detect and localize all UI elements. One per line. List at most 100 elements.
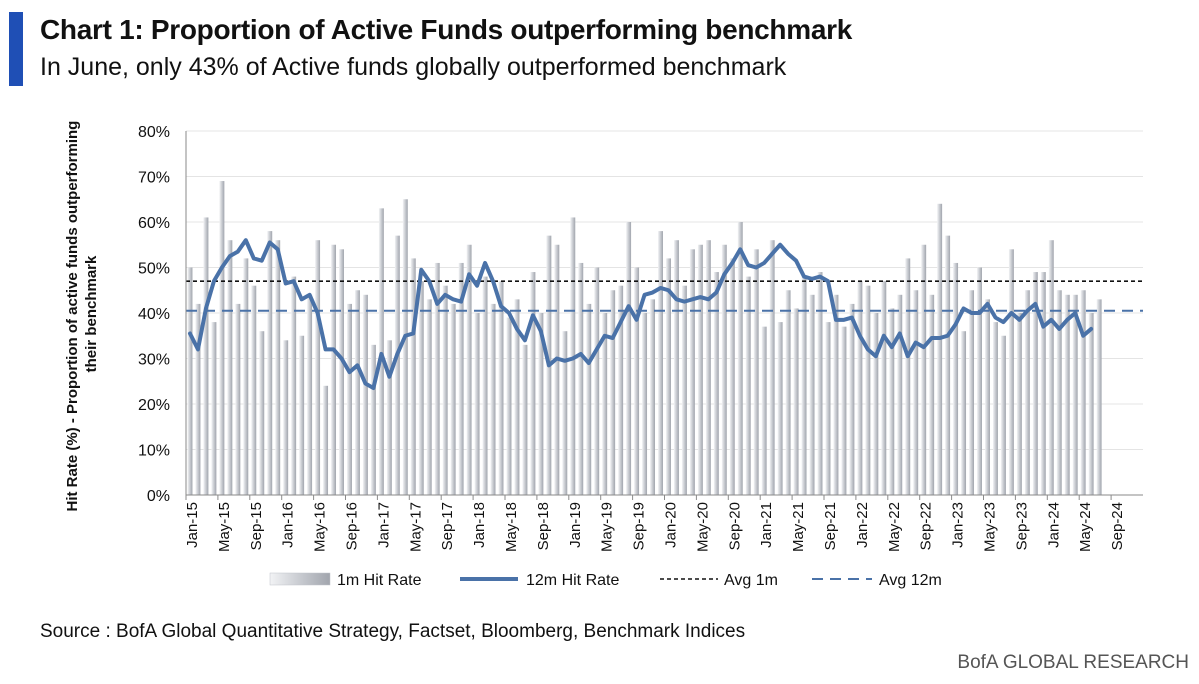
bar-1m-hit-rate [490, 303, 496, 495]
x-tick-label: Jan-16 [280, 502, 297, 548]
bar-1m-hit-rate [681, 285, 687, 495]
bar-1m-hit-rate [705, 240, 711, 495]
bar-1m-hit-rate [498, 281, 504, 495]
bar-1m-hit-rate [402, 199, 408, 495]
y-axis-label: Hit Rate (%) - Proportion of active fund… [64, 117, 100, 512]
bar-1m-hit-rate [737, 222, 743, 495]
bar-1m-hit-rate [235, 303, 241, 495]
bar-1m-hit-rate [1000, 335, 1006, 495]
bar-1m-hit-rate [849, 303, 855, 495]
bar-1m-hit-rate [889, 308, 895, 495]
bar-1m-hit-rate [753, 249, 759, 495]
legend-swatch-1m [269, 572, 331, 586]
bar-1m-hit-rate [394, 235, 400, 495]
bar-1m-hit-rate [1056, 290, 1062, 495]
bar-1m-hit-rate [793, 308, 799, 495]
y-tick-label: 30% [138, 352, 170, 369]
bar-1m-hit-rate [985, 299, 990, 495]
bar-1m-hit-rate [745, 276, 751, 495]
x-tick-label: Sep-22 [918, 502, 935, 550]
bar-1m-hit-rate [283, 340, 289, 495]
bar-1m-hit-rate [634, 267, 640, 495]
bar-1m-hit-rate [642, 313, 648, 495]
bar-1m-hit-rate [673, 240, 679, 495]
bar-1m-hit-rate [506, 317, 512, 495]
bar-1m-hit-rate [538, 313, 544, 495]
bar-1m-hit-rate [650, 299, 656, 495]
x-tick-label: Jan-17 [375, 502, 392, 548]
bar-1m-hit-rate [339, 249, 344, 495]
bar-1m-hit-rate [729, 258, 735, 495]
x-tick-label: Sep-19 [631, 502, 648, 550]
bar-1m-hit-rate [929, 294, 935, 495]
bar-1m-hit-rate [442, 285, 448, 495]
bar-1m-hit-rate [1080, 290, 1086, 495]
bar-1m-hit-rate [785, 290, 791, 495]
bar-1m-hit-rate [362, 294, 368, 495]
bar-1m-hit-rate [219, 181, 225, 496]
series-12m-hit-rate [187, 238, 1094, 391]
bar-1m-hit-rate [961, 331, 967, 495]
bar-1m-hit-rate [881, 281, 887, 495]
x-tick-label: May-16 [312, 502, 329, 552]
bar-1m-hit-rate [458, 262, 464, 495]
bar-1m-hit-rate [945, 235, 951, 495]
bar-1m-hit-rate [921, 244, 927, 495]
bar-1m-hit-rate [386, 340, 392, 495]
bar-1m-hit-rate [905, 258, 911, 495]
bar-1m-hit-rate [1096, 299, 1102, 495]
y-tick-label: 0% [147, 488, 170, 505]
average-lines [186, 280, 1143, 312]
bar-1m-hit-rate [697, 244, 703, 495]
bar-1m-hit-rate [434, 262, 440, 495]
bar-1m-hit-rate [331, 244, 337, 495]
gridlines [186, 130, 1143, 450]
bar-1m-hit-rate [841, 326, 847, 495]
line-12m-hit-rate [187, 238, 1094, 391]
bar-1m-hit-rate [474, 313, 480, 495]
bar-1m-hit-rate [626, 222, 632, 495]
bar-1m-hit-rate [721, 244, 727, 495]
bar-1m-hit-rate [450, 303, 456, 495]
x-tick-label: May-23 [982, 502, 999, 552]
legend: 1m Hit Rate 12m Hit Rate Avg 1m Avg 12m [269, 572, 942, 589]
x-tick-label: Jan-20 [663, 502, 680, 548]
bar-1m-hit-rate [315, 240, 321, 495]
bar-1m-hit-rate [1008, 249, 1014, 495]
x-tick-label: Sep-20 [726, 502, 743, 550]
legend-label-avg12m: Avg 12m [879, 572, 942, 589]
bar-1m-hit-rate [658, 231, 663, 495]
bar-1m-hit-rate [1048, 240, 1054, 495]
x-tick-label: May-21 [790, 502, 807, 552]
bar-1m-hit-rate [937, 203, 943, 496]
bar-1m-hit-rate [378, 208, 384, 495]
bar-1m-hit-rate [291, 276, 297, 495]
x-tick-label: Sep-23 [1013, 502, 1030, 550]
bar-1m-hit-rate [618, 285, 624, 495]
bar-1m-hit-rate [410, 258, 416, 495]
legend-label-12m: 12m Hit Rate [526, 572, 619, 589]
source-note: Source : BofA Global Quantitative Strate… [40, 621, 746, 642]
x-tick-label: Sep-16 [344, 502, 361, 550]
bar-1m-hit-rate [666, 258, 671, 495]
bar-1m-hit-rate [761, 326, 767, 495]
bar-1m-hit-rate [251, 285, 257, 495]
x-tick-label: Jan-19 [567, 502, 584, 548]
bar-1m-hit-rate [1032, 272, 1038, 495]
bar-1m-hit-rate [267, 231, 273, 495]
brand-label: BofA GLOBAL RESEARCH [957, 652, 1189, 673]
y-tick-label: 80% [138, 124, 170, 141]
bar-1m-hit-rate [482, 276, 488, 495]
x-tick-label: Jan-24 [1045, 502, 1062, 548]
bar-1m-hit-rate [777, 322, 783, 495]
x-tick-label: Jan-21 [758, 502, 775, 548]
x-tick-label: May-22 [886, 502, 903, 552]
axes [185, 131, 1143, 500]
bar-1m-hit-rate [769, 240, 775, 495]
bar-1m-hit-rate [203, 217, 209, 495]
bar-1m-hit-rate [522, 344, 528, 495]
y-tick-label: 10% [138, 443, 170, 460]
bar-1m-hit-rate [689, 249, 695, 495]
bar-1m-hit-rate [562, 331, 568, 495]
bar-1m-hit-rate [1024, 290, 1030, 495]
